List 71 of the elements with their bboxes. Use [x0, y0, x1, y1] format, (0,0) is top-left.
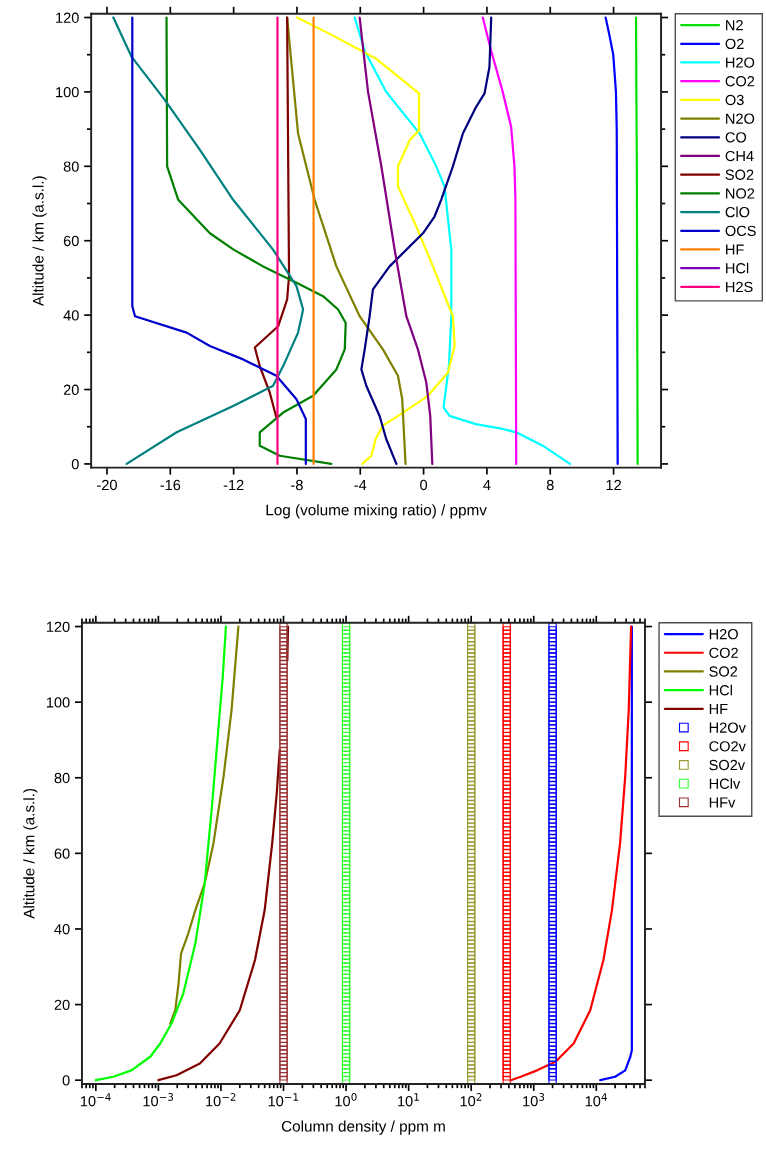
line-series [353, 16, 572, 466]
line-series [253, 16, 291, 419]
x-tick-label: 10$^{2}$ [460, 1093, 482, 1107]
x-tick-label: 0 [420, 479, 428, 491]
legend-label: HF [726, 244, 744, 255]
legend-label: SO2 [709, 666, 738, 677]
x-tick-label: 10$^{3}$ [523, 1093, 545, 1107]
x-tick-label: 12 [606, 479, 621, 491]
legend-label: N2 [726, 20, 743, 31]
y-tick-label: 60 [54, 848, 70, 859]
legend-label: HClv [709, 778, 741, 789]
legend-label: H2S [726, 281, 753, 293]
legend-label: SO2 [725, 169, 754, 180]
x-tick-label: -4 [354, 479, 367, 491]
x-tick-label: 10$^{−2}$ [206, 1093, 236, 1107]
y-tick-label: 120 [46, 621, 70, 632]
x-tick-label: 4 [483, 479, 491, 491]
legend-label: NO2 [726, 188, 755, 199]
y-tick-label: 80 [54, 772, 70, 784]
legend-label: CO2 [725, 76, 755, 87]
y-tick-label: 100 [56, 87, 79, 98]
legend-label: CO2v [709, 741, 746, 752]
y-tick-label: 40 [54, 924, 70, 935]
y-tick-label: 120 [56, 12, 79, 23]
y-tick-label: 60 [63, 235, 79, 247]
legend-label: HCl [726, 262, 749, 274]
y-axis-title: Altitude / km (a.s.l.) [32, 176, 47, 307]
line-series [634, 16, 639, 466]
x-tick-label: 10$^{0}$ [335, 1093, 357, 1107]
legend-label: CO [725, 132, 747, 143]
legend-label: OCS [725, 225, 756, 237]
legend-label: O2 [725, 38, 744, 50]
x-axis-title: Log (volume mixing ratio) / ppmv [266, 504, 487, 519]
y-tick-label: 0 [62, 1075, 70, 1086]
y-tick-label: 40 [63, 310, 79, 321]
legend-label: HFv [709, 797, 736, 808]
y-tick-label: 80 [63, 161, 79, 172]
legend-label: SO2v [709, 759, 746, 771]
legend-label: CO2 [709, 647, 738, 658]
y-tick-label: 20 [63, 384, 79, 395]
y-tick-label: 20 [54, 999, 70, 1011]
legend-label: N2O [726, 113, 755, 124]
line-series [360, 16, 493, 466]
x-tick-label: 10$^{−1}$ [268, 1093, 299, 1107]
legend-label: O3 [725, 94, 744, 106]
legend-label: CH4 [725, 150, 754, 162]
line-series [296, 16, 456, 466]
line-series [481, 16, 518, 466]
legend-label: HF [709, 703, 728, 714]
x-tick-label: -16 [160, 479, 181, 491]
legend-label: H2Ov [709, 722, 746, 733]
x-axis-title: Column density / ppm m [281, 1120, 445, 1135]
x-tick-label: 10$^{−3}$ [143, 1093, 174, 1107]
line-series [286, 16, 407, 466]
line-series [358, 16, 434, 466]
x-tick-label: 10$^{4}$ [585, 1093, 607, 1107]
legend-label: H2O [709, 628, 738, 640]
line-series [165, 16, 347, 466]
x-tick-label: -12 [223, 479, 244, 491]
y-tick-label: 0 [71, 459, 79, 470]
x-tick-label: -8 [291, 479, 303, 491]
line-series [604, 16, 619, 466]
y-axis-title: Altitude / km (a.s.l.) [23, 788, 38, 919]
x-tick-label: 8 [546, 479, 554, 491]
x-tick-label: -20 [97, 479, 117, 491]
legend-label: ClO [725, 206, 750, 218]
y-tick-label: 100 [46, 697, 70, 708]
x-tick-label: 10$^{−4}$ [80, 1093, 111, 1107]
legend-label: HCl [709, 684, 732, 696]
x-tick-label: 10$^{1}$ [398, 1093, 419, 1107]
legend-label: H2O [726, 57, 755, 68]
